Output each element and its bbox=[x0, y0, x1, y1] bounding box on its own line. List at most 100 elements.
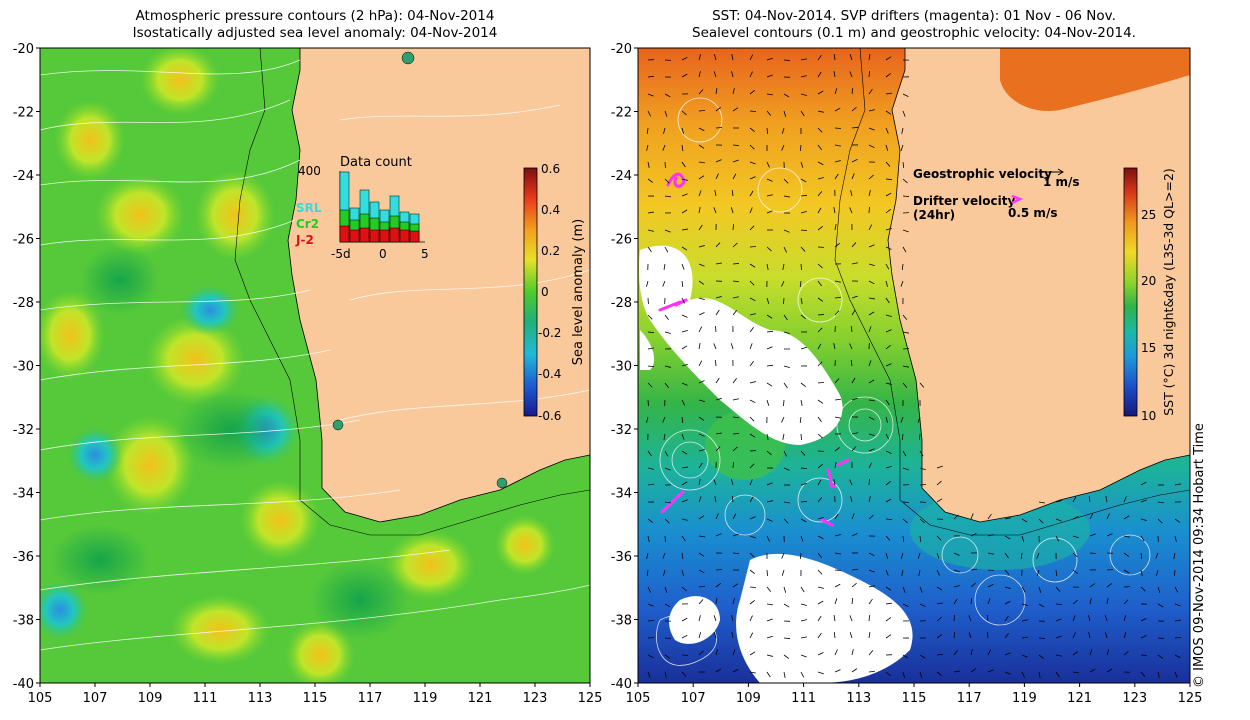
velocity-arrow bbox=[851, 309, 856, 316]
velocity-arrow bbox=[799, 280, 802, 287]
velocity-arrow bbox=[800, 210, 807, 214]
velocity-arrow bbox=[1123, 599, 1129, 605]
velocity-arrow bbox=[783, 586, 787, 593]
velocity-arrow bbox=[851, 513, 855, 520]
velocity-arrow bbox=[817, 615, 822, 622]
velocity-arrow bbox=[902, 450, 907, 457]
left-y-tick-label: -40 bbox=[13, 677, 34, 692]
velocity-arrow bbox=[968, 615, 972, 622]
velocity-arrow bbox=[817, 433, 823, 439]
velocity-arrow bbox=[799, 552, 802, 560]
velocity-arrow bbox=[868, 448, 875, 452]
velocity-arrow bbox=[900, 552, 904, 559]
velocity-arrow bbox=[1123, 569, 1130, 574]
velocity-arrow bbox=[681, 433, 685, 440]
velocity-arrow bbox=[698, 632, 702, 639]
sla-tick-0: 0.6 bbox=[541, 162, 560, 176]
velocity-arrow bbox=[664, 382, 669, 389]
velocity-arrow bbox=[698, 586, 706, 588]
velocity-arrow bbox=[953, 650, 959, 656]
velocity-arrow bbox=[817, 497, 823, 503]
velocity-arrow bbox=[834, 534, 841, 537]
inset-x-tick-0: -5d bbox=[331, 247, 351, 261]
velocity-arrow bbox=[868, 379, 875, 384]
velocity-arrow bbox=[1140, 635, 1147, 639]
velocity-arrow bbox=[681, 280, 684, 288]
velocity-arrow bbox=[749, 176, 756, 180]
velocity-arrow bbox=[681, 209, 688, 214]
velocity-arrow bbox=[851, 87, 854, 95]
left-y-tick-label: -22 bbox=[13, 106, 34, 121]
sla-tick-4: -0.2 bbox=[538, 326, 561, 340]
velocity-arrow bbox=[698, 326, 703, 333]
velocity-arrow bbox=[732, 533, 739, 537]
velocity-arrow bbox=[851, 432, 858, 435]
velocity-arrow bbox=[730, 207, 734, 214]
velocity-arrow bbox=[749, 360, 754, 367]
velocity-arrow bbox=[664, 586, 668, 593]
velocity-arrow bbox=[749, 463, 755, 469]
velocity-arrow bbox=[1072, 671, 1079, 674]
velocity-arrow bbox=[834, 242, 840, 248]
velocity-arrow bbox=[713, 479, 717, 486]
velocity-arrow bbox=[918, 569, 921, 576]
velocity-arrow bbox=[732, 668, 739, 673]
legend-j2: J-2 bbox=[295, 233, 314, 247]
right-x-tick-label: 119 bbox=[1012, 691, 1037, 706]
velocity-arrow bbox=[936, 671, 943, 676]
right-x-tick-label: 109 bbox=[736, 691, 761, 706]
right-x-tick-label: 105 bbox=[626, 691, 651, 706]
velocity-arrow bbox=[1055, 603, 1063, 606]
velocity-arrow bbox=[783, 637, 791, 639]
velocity-arrow bbox=[662, 280, 666, 287]
velocity-arrow bbox=[902, 178, 908, 184]
velocity-arrow bbox=[731, 71, 734, 78]
velocity-arrow bbox=[663, 433, 666, 440]
sla-tick-3: 0 bbox=[541, 285, 549, 299]
velocity-arrow bbox=[987, 534, 994, 537]
right-x-tick-label: 123 bbox=[1122, 691, 1147, 706]
velocity-arrow bbox=[885, 178, 893, 181]
velocity-arrow bbox=[647, 654, 654, 659]
velocity-arrow bbox=[885, 246, 892, 250]
velocity-arrow bbox=[749, 161, 756, 165]
velocity-arrow bbox=[766, 603, 773, 606]
velocity-arrow bbox=[1055, 635, 1062, 639]
velocity-arrow bbox=[715, 582, 721, 588]
velocity-arrow bbox=[817, 207, 822, 214]
velocity-arrow bbox=[1174, 603, 1181, 607]
velocity-arrow bbox=[698, 175, 705, 180]
velocity-arrow bbox=[715, 533, 722, 537]
velocity-arrow bbox=[919, 382, 925, 388]
sst-tick-3: 10 bbox=[1141, 409, 1156, 423]
velocity-arrow bbox=[902, 314, 908, 320]
velocity-arrow bbox=[902, 603, 909, 608]
velocity-arrow bbox=[647, 161, 650, 168]
velocity-arrow bbox=[970, 649, 973, 656]
velocity-arrow bbox=[868, 144, 875, 149]
velocity-arrow bbox=[800, 314, 806, 320]
velocity-arrow bbox=[1157, 671, 1160, 678]
sla-colorbar: 0.6 0.4 0.2 0 -0.2 -0.4 -0.6 Sea level a… bbox=[523, 162, 586, 423]
velocity-arrow bbox=[1004, 615, 1009, 622]
velocity-arrow bbox=[817, 327, 823, 333]
velocity-arrow bbox=[817, 90, 824, 95]
velocity-arrow bbox=[781, 280, 785, 287]
velocity-arrow bbox=[715, 159, 722, 163]
velocity-arrow bbox=[834, 224, 837, 231]
velocity-arrow bbox=[868, 514, 874, 520]
velocity-arrow bbox=[647, 110, 652, 117]
velocity-arrow bbox=[1021, 535, 1025, 542]
velocity-arrow bbox=[817, 226, 823, 231]
sealevel-contours bbox=[656, 97, 1151, 666]
velocity-arrow bbox=[698, 280, 705, 285]
velocity-arrow bbox=[970, 532, 977, 537]
inset-title: Data count bbox=[340, 155, 412, 170]
velocity-arrow bbox=[885, 92, 892, 95]
velocity-arrow bbox=[885, 73, 892, 78]
velocity-arrow bbox=[681, 416, 684, 424]
velocity-arrow bbox=[647, 450, 652, 457]
velocity-arrow bbox=[1157, 518, 1163, 524]
velocity-arrow bbox=[936, 498, 943, 503]
